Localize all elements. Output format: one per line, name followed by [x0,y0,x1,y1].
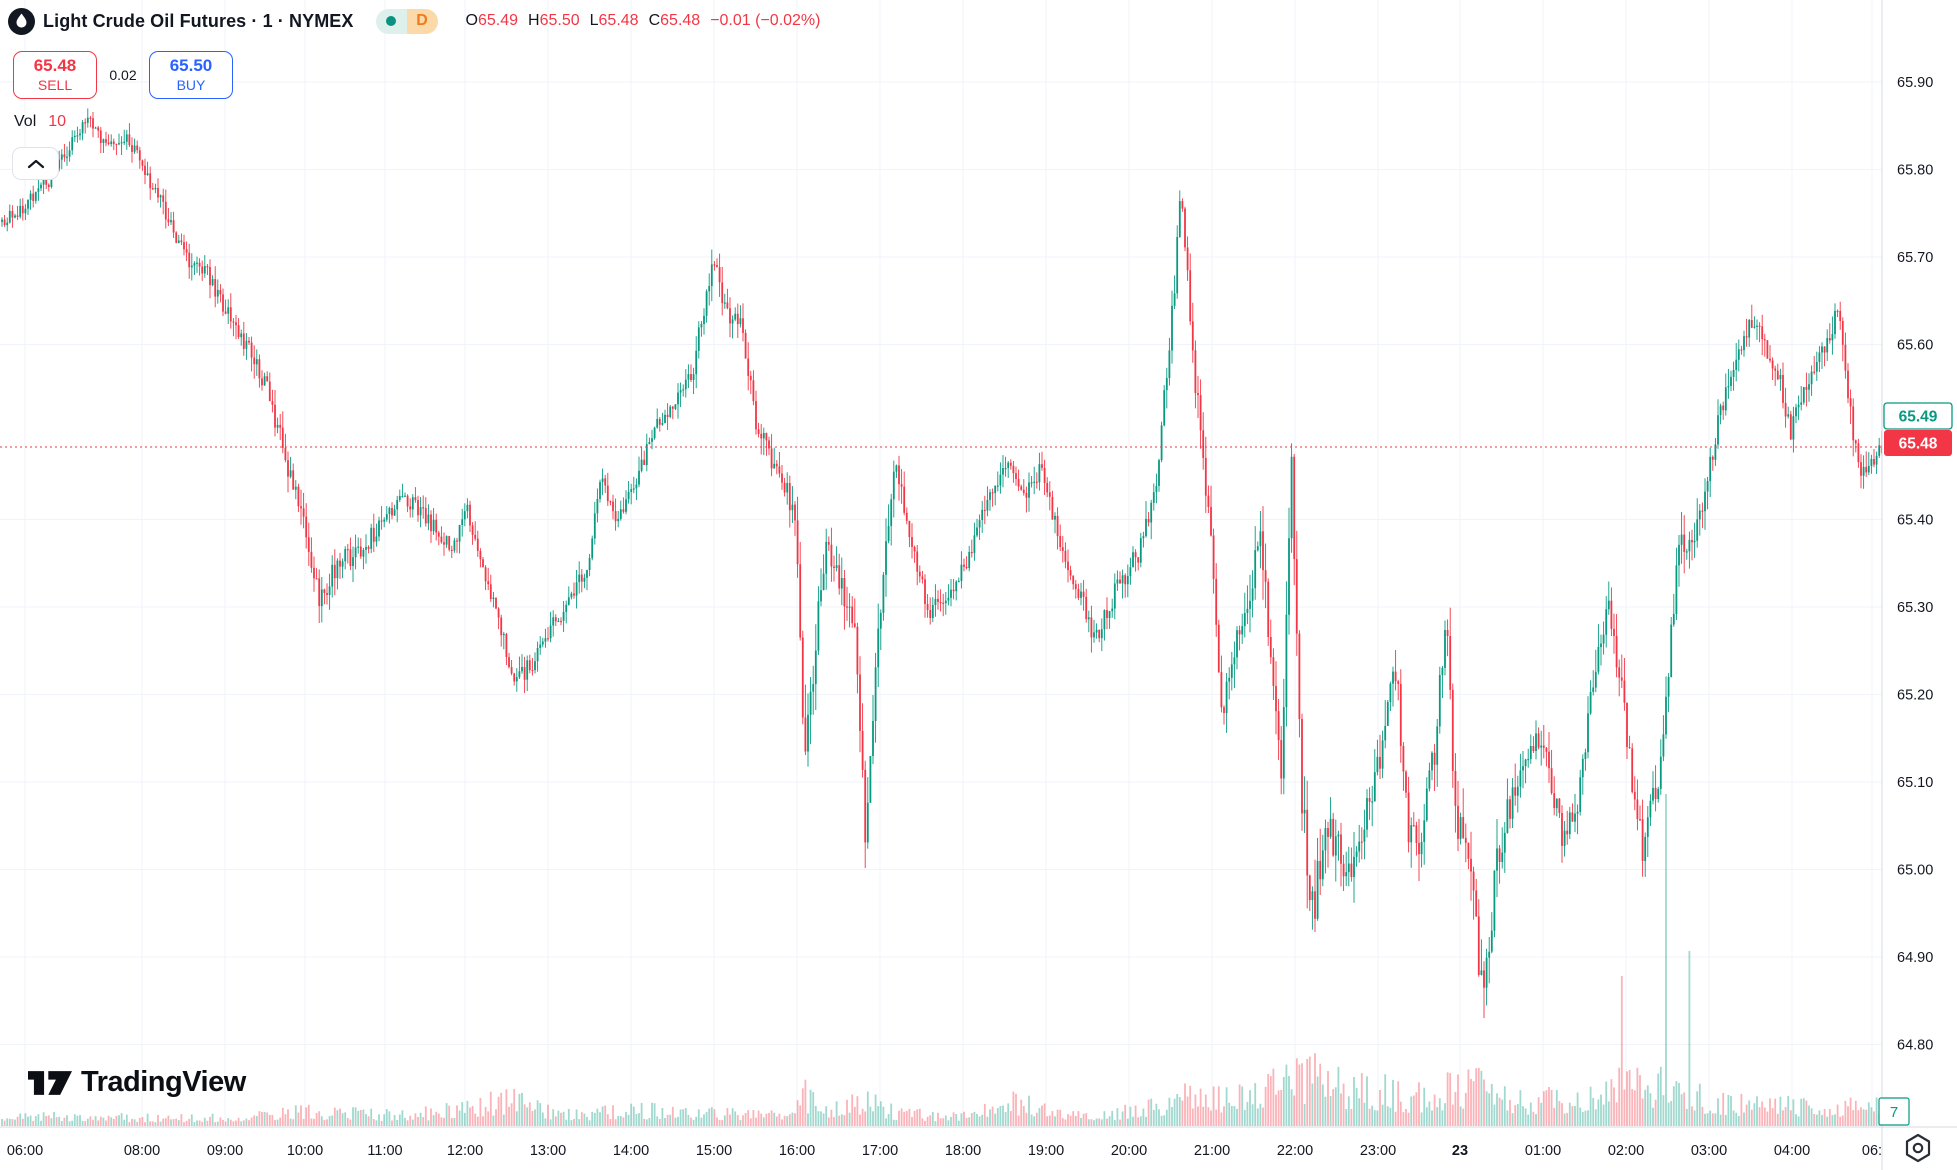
ohlc-readout: O65.49 H65.50 L65.48 C65.48 −0.01 (−0.02… [466,12,821,30]
time-axis-label: 06:00 [7,1143,43,1159]
buy-button[interactable]: 65.50 BUY [149,51,233,99]
ohlc-close: C65.48 [648,12,701,29]
time-axis-label: 06: [1862,1143,1882,1159]
sell-price: 65.48 [33,55,77,75]
sell-button[interactable]: 65.48 SELL [13,51,97,99]
volume-legend-value: 10 [48,113,67,130]
collapse-toolbar-button[interactable] [12,147,59,180]
volume-axis-label [1878,1097,1910,1126]
time-axis-label: 18:00 [945,1143,981,1159]
price-axis-label: 65.40 [1897,513,1933,529]
symbol-header: Light Crude Oil Futures · 1 · NYMEX D O6… [8,6,820,36]
time-axis-label: 20:00 [1111,1143,1147,1159]
ohlc-low: L65.48 [589,12,639,29]
realtime-status-icon [375,8,407,34]
axis-settings-button[interactable] [1902,1132,1934,1164]
sell-label: SELL [37,76,73,93]
oil-drop-icon [8,7,35,35]
price-axis-label: 64.80 [1897,1038,1933,1054]
price-axis-label: 65.20 [1897,688,1933,704]
time-axis-label: 15:00 [696,1143,732,1159]
buy-price: 65.50 [169,55,213,75]
price-axis-label: 65.70 [1897,250,1933,266]
svg-text:7: 7 [1890,1104,1898,1121]
time-axis-label: 23 [1452,1143,1468,1159]
symbol-title[interactable]: Light Crude Oil Futures · 1 · NYMEX [43,10,354,31]
tradingview-logo[interactable]: TradingView [28,1066,246,1099]
market-status-pill[interactable]: D [375,8,438,34]
price-axis-label: 65.30 [1897,600,1933,616]
price-change: −0.01 (−0.02%) [710,12,821,29]
time-axis-label: 08:00 [124,1143,160,1159]
time-axis-label: 03:00 [1691,1143,1727,1159]
time-axis-label: 10:00 [287,1143,323,1159]
svg-text:65.49: 65.49 [1899,409,1938,426]
price-axis-label: 65.60 [1897,338,1933,354]
price-axis-label: 65.80 [1897,163,1933,179]
time-axis-label: 09:00 [207,1143,243,1159]
volume-legend: Vol 10 [14,113,66,131]
volume-legend-label[interactable]: Vol [14,113,37,130]
trade-panel: 65.48 SELL 0.02 65.50 BUY [13,51,233,99]
tradingview-logo-icon [28,1070,72,1095]
time-axis-label: 21:00 [1194,1143,1230,1159]
chevron-up-icon [27,159,44,168]
svg-text:65.48: 65.48 [1899,436,1938,453]
time-axis-label: 22:00 [1277,1143,1313,1159]
ohlc-high: H65.50 [528,12,580,29]
interval-badge: D [406,8,438,34]
gear-icon [1905,1133,1931,1163]
time-axis-label: 19:00 [1028,1143,1064,1159]
price-axis-label: 64.90 [1897,950,1933,966]
time-axis-label: 14:00 [613,1143,649,1159]
time-axis-label: 11:00 [367,1143,402,1159]
time-axis-label: 13:00 [530,1143,566,1159]
buy-label: BUY [176,76,206,93]
time-axis-label: 12:00 [447,1143,483,1159]
price-axis-label: 65.00 [1897,863,1933,879]
time-axis-label: 17:00 [862,1143,898,1159]
time-axis-label: 01:00 [1525,1143,1561,1159]
tradingview-logo-text: TradingView [81,1066,246,1098]
ask-price-label [1883,402,1953,430]
time-axis-label: 16:00 [779,1143,815,1159]
spread-value: 0.02 [109,67,137,83]
price-axis-label: 65.10 [1897,775,1933,791]
time-axis-label: 23:00 [1360,1143,1396,1159]
price-axis-label: 65.90 [1897,75,1933,91]
time-axis-label: 04:00 [1774,1143,1810,1159]
last-price-label [1884,430,1952,456]
ohlc-open: O65.49 [465,12,519,29]
time-axis-label: 02:00 [1608,1143,1644,1159]
